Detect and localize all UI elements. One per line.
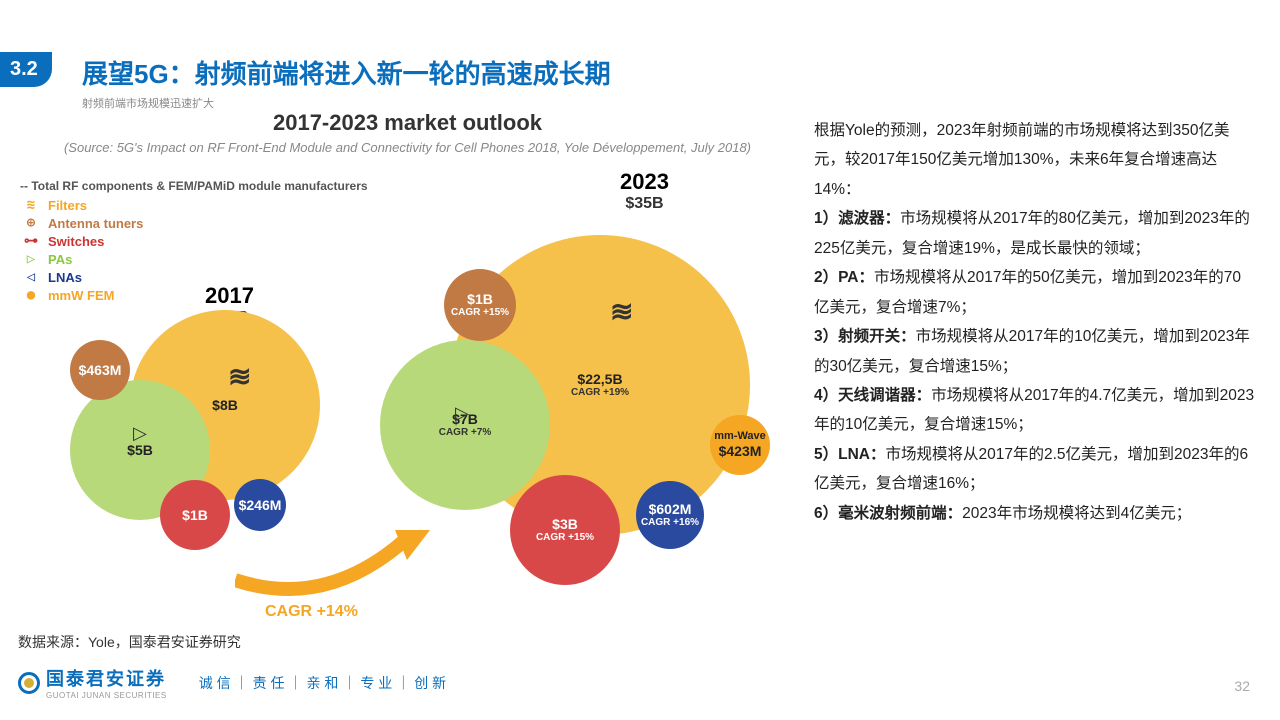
bubble-switch: $3BCAGR +15%	[510, 475, 620, 585]
header: 展望5G：射频前端将进入新一轮的高速成长期 射频前端市场规模迅速扩大	[82, 54, 611, 111]
footer-values: 诚 信｜责 任｜亲 和｜专 业｜创 新	[197, 673, 448, 693]
chart-area: 2017-2023 market outlook (Source: 5G's I…	[10, 110, 805, 625]
bubble-antenna-tuner: $463M	[70, 340, 130, 400]
legend-title: -- Total RF components & FEM/PAMiD modul…	[20, 179, 368, 193]
legend-item: ⊶Switches	[20, 233, 368, 249]
section-number: 3.2	[0, 52, 52, 87]
footer: 国泰君安证券 GUOTAI JUNAN SECURITIES 诚 信｜责 任｜亲…	[18, 665, 448, 700]
bubble-antenna-tuner: $1BCAGR +15%	[444, 269, 516, 341]
page-subtitle: 射频前端市场规模迅速扩大	[82, 95, 611, 111]
growth-arrow	[235, 520, 435, 610]
text-item: 根据Yole的预测，2023年射频前端的市场规模将达到350亿美元，较2017年…	[814, 116, 1256, 204]
page-number: 32	[1234, 678, 1250, 694]
legend-item: ●mmW FEM	[20, 287, 368, 303]
chart-title: 2017-2023 market outlook	[10, 110, 805, 136]
filter-icon: ≋	[228, 360, 251, 393]
chart-source: (Source: 5G's Impact on RF Front-End Mod…	[10, 140, 805, 155]
legend-item: ≋Filters	[20, 197, 368, 213]
text-item: 3）射频开关：市场规模将从2017年的10亿美元，增加到2023年的30亿美元，…	[814, 322, 1256, 381]
pa-icon: ▷	[455, 403, 469, 424]
footer-company-name: 国泰君安证券	[46, 669, 166, 689]
text-item: 5）LNA：市场规模将从2017年的2.5亿美元，增加到2023年的6亿美元，复…	[814, 440, 1256, 499]
data-source-line: 数据来源：Yole，国泰君安证券研究	[18, 632, 241, 652]
cagr-label: CAGR +14%	[265, 603, 358, 621]
bubble-switch: $1B	[160, 480, 230, 550]
legend-item: ▷PAs	[20, 251, 368, 267]
logo-icon	[18, 672, 40, 694]
filter-icon: ≋	[610, 295, 633, 328]
bubble-mmw: mm-Wave$423M	[710, 415, 770, 475]
page-title: 展望5G：射频前端将进入新一轮的高速成长期	[82, 54, 611, 91]
footer-company-sub: GUOTAI JUNAN SECURITIES	[46, 691, 167, 700]
legend-item: ◁LNAs	[20, 269, 368, 285]
bubble-pa: $7BCAGR +7%	[380, 340, 550, 510]
text-item: 1）滤波器：市场规模将从2017年的80亿美元，增加到2023年的225亿美元，…	[814, 204, 1256, 263]
text-item: 6）毫米波射频前端：2023年市场规模将达到4亿美元；	[814, 499, 1256, 528]
chart-legend: -- Total RF components & FEM/PAMiD modul…	[20, 179, 368, 305]
bubble-lna: $602MCAGR +16%	[636, 481, 704, 549]
text-item: 2）PA：市场规模将从2017年的50亿美元，增加到2023年的70亿美元，复合…	[814, 263, 1256, 322]
footer-logo: 国泰君安证券 GUOTAI JUNAN SECURITIES	[18, 665, 167, 700]
bubble-chart: -- Total RF components & FEM/PAMiD modul…	[10, 165, 805, 625]
text-item: 4）天线调谐器：市场规模将从2017年的4.7亿美元，增加到2023年的10亿美…	[814, 381, 1256, 440]
pa-icon: ▷	[133, 423, 147, 444]
body-text: 根据Yole的预测，2023年射频前端的市场规模将达到350亿美元，较2017年…	[814, 116, 1256, 528]
year-label: 2023$35B	[620, 169, 669, 213]
legend-item: ⊕Antenna tuners	[20, 215, 368, 231]
